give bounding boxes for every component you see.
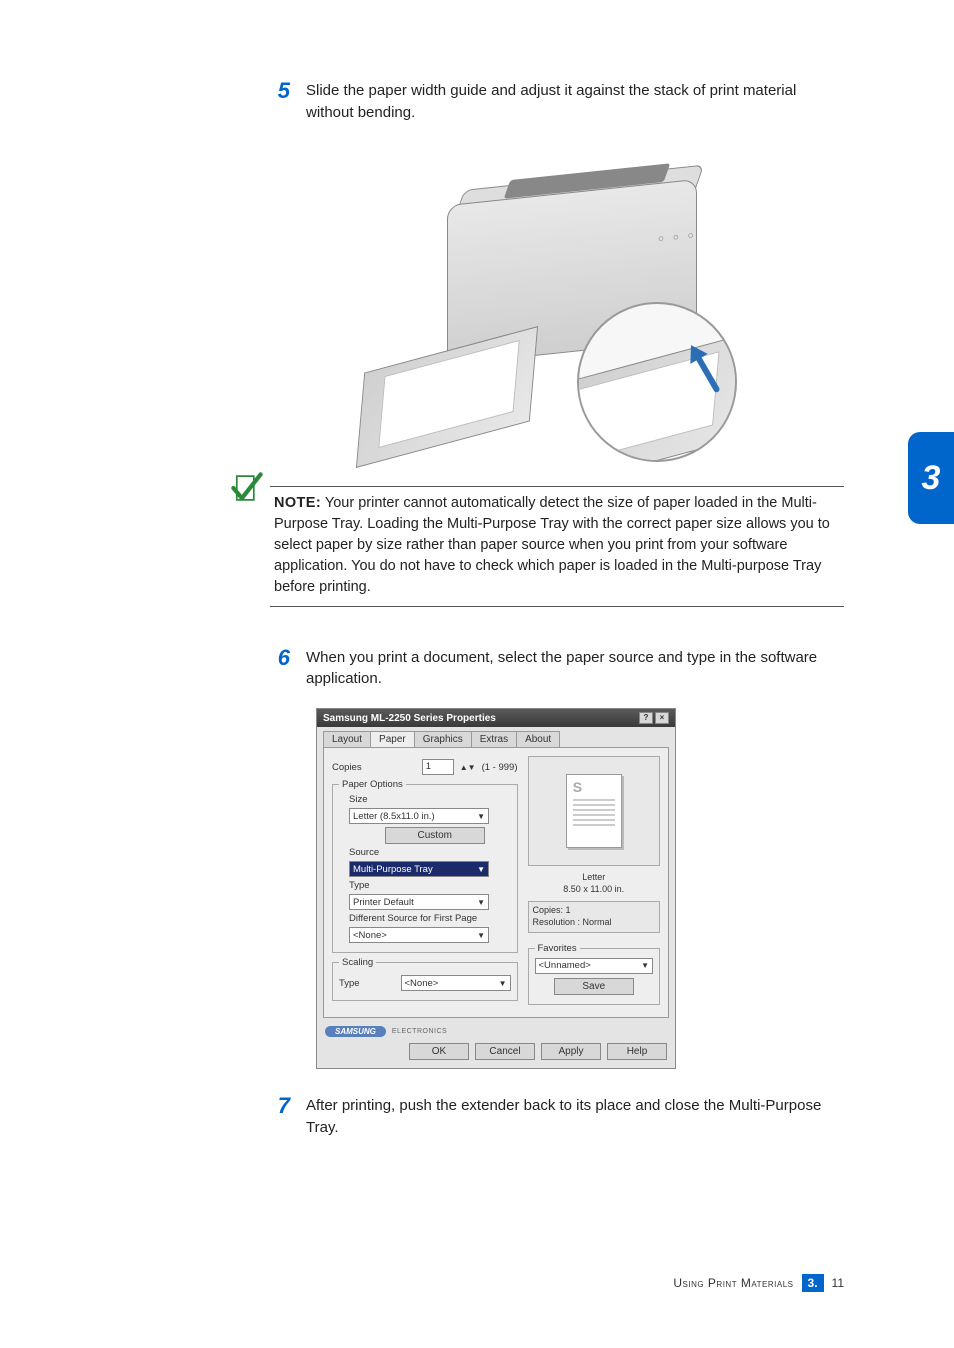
- dialog-brand-area: SAMSUNG ELECTRONICS: [317, 1024, 675, 1043]
- favorites-group: Favorites <Unnamed>▼ Save: [528, 943, 661, 1005]
- dialog-footer: OK Cancel Apply Help: [317, 1043, 675, 1068]
- scaling-legend: Scaling: [339, 957, 376, 968]
- step-5: 5 Slide the paper width guide and adjust…: [270, 80, 844, 124]
- custom-size-button[interactable]: Custom: [385, 827, 485, 844]
- settings-summary: Copies: 1 Resolution : Normal: [528, 901, 661, 932]
- chapter-thumb-tab: 3: [908, 432, 954, 524]
- dialog-left-column: Copies 1 ▲▼ (1 - 999) Paper Options Size…: [332, 756, 518, 1009]
- summary-resolution: Resolution : Normal: [533, 917, 656, 929]
- copies-range: (1 - 999): [482, 762, 518, 773]
- preview-paper-name: Letter: [528, 872, 661, 884]
- zoom-detail-circle: [577, 302, 737, 462]
- page-footer: Using Print Materials 3. 11: [673, 1274, 844, 1292]
- dialog-body: Copies 1 ▲▼ (1 - 999) Paper Options Size…: [323, 747, 669, 1018]
- ok-button[interactable]: OK: [409, 1043, 469, 1060]
- size-select[interactable]: Letter (8.5x11.0 in.)▼: [349, 808, 489, 824]
- note-block: NOTE: Your printer cannot automatically …: [230, 486, 844, 607]
- step-7-text: After printing, push the extender back t…: [306, 1095, 844, 1139]
- type-label: Type: [349, 880, 511, 891]
- samsung-logo-sub: ELECTRONICS: [392, 1028, 447, 1035]
- footer-chapter-badge: 3.: [802, 1274, 824, 1292]
- tab-extras[interactable]: Extras: [471, 731, 517, 747]
- note-top-rule: [270, 486, 844, 487]
- preview-paper-dim: 8.50 x 11.00 in.: [528, 884, 661, 896]
- dialog-title-text: Samsung ML-2250 Series Properties: [323, 713, 496, 724]
- titlebar-help-button[interactable]: ?: [639, 712, 653, 724]
- scaling-type-select[interactable]: <None>▼: [401, 975, 511, 991]
- preview-meta: Letter 8.50 x 11.00 in.: [528, 872, 661, 895]
- scaling-type-label: Type: [339, 978, 360, 989]
- step-5-number: 5: [270, 80, 290, 102]
- dialog-tabs: Layout Paper Graphics Extras About: [317, 727, 675, 747]
- diff-source-select[interactable]: <None>▼: [349, 927, 489, 943]
- footer-section-title: Using Print Materials: [673, 1276, 793, 1290]
- note-label: NOTE:: [274, 495, 321, 511]
- step-6-number: 6: [270, 647, 290, 669]
- note-body: Your printer cannot automatically detect…: [274, 495, 830, 595]
- favorites-legend: Favorites: [535, 943, 580, 954]
- paper-options-legend: Paper Options: [339, 779, 406, 790]
- tab-graphics[interactable]: Graphics: [414, 731, 472, 747]
- apply-button[interactable]: Apply: [541, 1043, 601, 1060]
- favorites-save-button[interactable]: Save: [554, 978, 634, 995]
- size-label: Size: [349, 794, 511, 805]
- step-5-text: Slide the paper width guide and adjust i…: [306, 80, 844, 124]
- dialog-right-column: S Letter 8.50 x 11.00 in. Copies: 1 Reso…: [528, 756, 661, 1009]
- source-label: Source: [349, 847, 511, 858]
- printer-illustration: ○ ○ ○: [357, 142, 757, 462]
- help-button[interactable]: Help: [607, 1043, 667, 1060]
- footer-page-number: 11: [832, 1276, 844, 1290]
- summary-copies: Copies: 1: [533, 905, 656, 917]
- printer-properties-dialog: Samsung ML-2250 Series Properties ? × La…: [316, 708, 676, 1069]
- scaling-group: Scaling Type <None>▼: [332, 957, 518, 1001]
- samsung-logo: SAMSUNG: [325, 1026, 386, 1037]
- copies-input[interactable]: 1: [422, 759, 454, 775]
- step-6-text: When you print a document, select the pa…: [306, 647, 844, 691]
- cancel-button[interactable]: Cancel: [475, 1043, 535, 1060]
- step-7-number: 7: [270, 1095, 290, 1117]
- tab-paper[interactable]: Paper: [370, 731, 415, 747]
- copies-label: Copies: [332, 762, 362, 773]
- note-text: NOTE: Your printer cannot automatically …: [274, 493, 844, 598]
- type-select[interactable]: Printer Default▼: [349, 894, 489, 910]
- favorites-select[interactable]: <Unnamed>▼: [535, 958, 654, 974]
- titlebar-close-button[interactable]: ×: [655, 712, 669, 724]
- source-select[interactable]: Multi-Purpose Tray▼: [349, 861, 489, 877]
- note-icon: [230, 471, 264, 505]
- tab-layout[interactable]: Layout: [323, 731, 371, 747]
- diff-source-label: Different Source for First Page: [349, 913, 511, 924]
- note-bottom-rule: [270, 606, 844, 607]
- tab-about[interactable]: About: [516, 731, 560, 747]
- step-6: 6 When you print a document, select the …: [270, 647, 844, 691]
- dialog-titlebar[interactable]: Samsung ML-2250 Series Properties ? ×: [317, 709, 675, 727]
- preview-page-icon: S: [566, 774, 622, 848]
- paper-options-group: Paper Options Size Letter (8.5x11.0 in.)…: [332, 779, 518, 953]
- page-preview: S: [528, 756, 661, 866]
- page: 5 Slide the paper width guide and adjust…: [0, 0, 954, 1348]
- step-7: 7 After printing, push the extender back…: [270, 1095, 844, 1139]
